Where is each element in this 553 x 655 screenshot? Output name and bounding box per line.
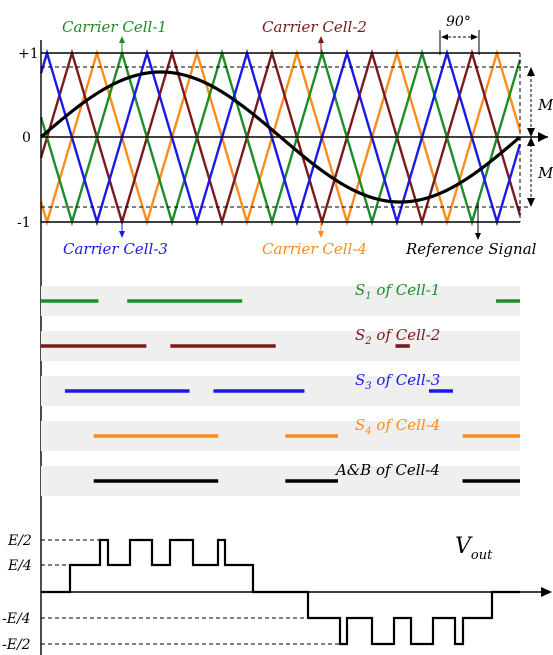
modulation-label-lower: M (537, 164, 553, 182)
vout-axis-arrow (541, 587, 552, 597)
switch-row-label: S2 of Cell-2 (355, 326, 440, 347)
vout-waveform (41, 538, 520, 646)
y-tick-minus-one: -1 (17, 215, 31, 231)
switch-row-ab: A&B of Cell-4 (41, 461, 520, 496)
carrier-cell-2-arrow (318, 36, 324, 43)
switch-row-band (41, 286, 520, 316)
y-tick-plus-one: +1 (18, 46, 39, 62)
phase-shift-marker: 90° (439, 14, 480, 55)
carrier-cell-1-arrow (119, 36, 125, 43)
carrier-waveforms (39, 48, 522, 227)
vout-level-minus-e2: -E/2 (2, 637, 31, 653)
reference-signal-label: Reference Signal (405, 240, 537, 258)
switch-row-label: A&B of Cell-4 (334, 461, 440, 479)
carrier-wave-cell3 (39, 48, 522, 227)
carrier-cell-4-label: Carrier Cell-4 (262, 240, 367, 258)
modulation-index-marker: M M (527, 67, 553, 207)
carrier-cell-3-arrow (119, 231, 125, 238)
switch-row-label: S1 of Cell-1 (355, 281, 440, 302)
switch-row-s1: S1 of Cell-1 (41, 281, 520, 316)
carrier-cell-1-label: Carrier Cell-1 (62, 18, 167, 36)
vout-level-e4: E/4 (7, 558, 32, 574)
switch-row-s2: S2 of Cell-2 (41, 326, 520, 361)
vout-level-e2: E/2 (7, 533, 32, 549)
carrier-cell-4-arrow (318, 231, 324, 238)
switch-row-s3: S3 of Cell-3 (41, 371, 520, 406)
vout-label: Vout (455, 534, 493, 563)
vout-plot: E/2 E/4 -E/4 -E/2 Vout (2, 533, 552, 653)
switching-signals: S1 of Cell-1 S2 of Cell-2 S3 of Cell-3 S4 o… (41, 281, 520, 496)
carrier-plot: +1 0 -1 M M 90° Carrier Cell-1 Carrier C (17, 14, 553, 655)
switch-row-label: S4 of Cell-4 (355, 416, 440, 437)
y-tick-zero: 0 (22, 130, 31, 146)
reference-signal-arrow (475, 233, 481, 240)
carrier-wave-cell4 (39, 48, 522, 227)
zero-axis-arrow (538, 132, 548, 142)
vout-level-minus-e4: -E/4 (2, 611, 31, 627)
carrier-wave-cell2 (39, 48, 522, 227)
carrier-cell-2-label: Carrier Cell-2 (262, 18, 367, 36)
carrier-wave-cell1 (39, 48, 522, 227)
switch-row-s4: S4 of Cell-4 (41, 416, 520, 451)
vout-level-guides (41, 539, 340, 645)
carrier-cell-3-label: Carrier Cell-3 (63, 240, 168, 258)
phase-shift-label: 90° (446, 14, 471, 30)
switch-row-label: S3 of Cell-3 (355, 371, 440, 392)
modulation-label-upper: M (537, 96, 553, 114)
